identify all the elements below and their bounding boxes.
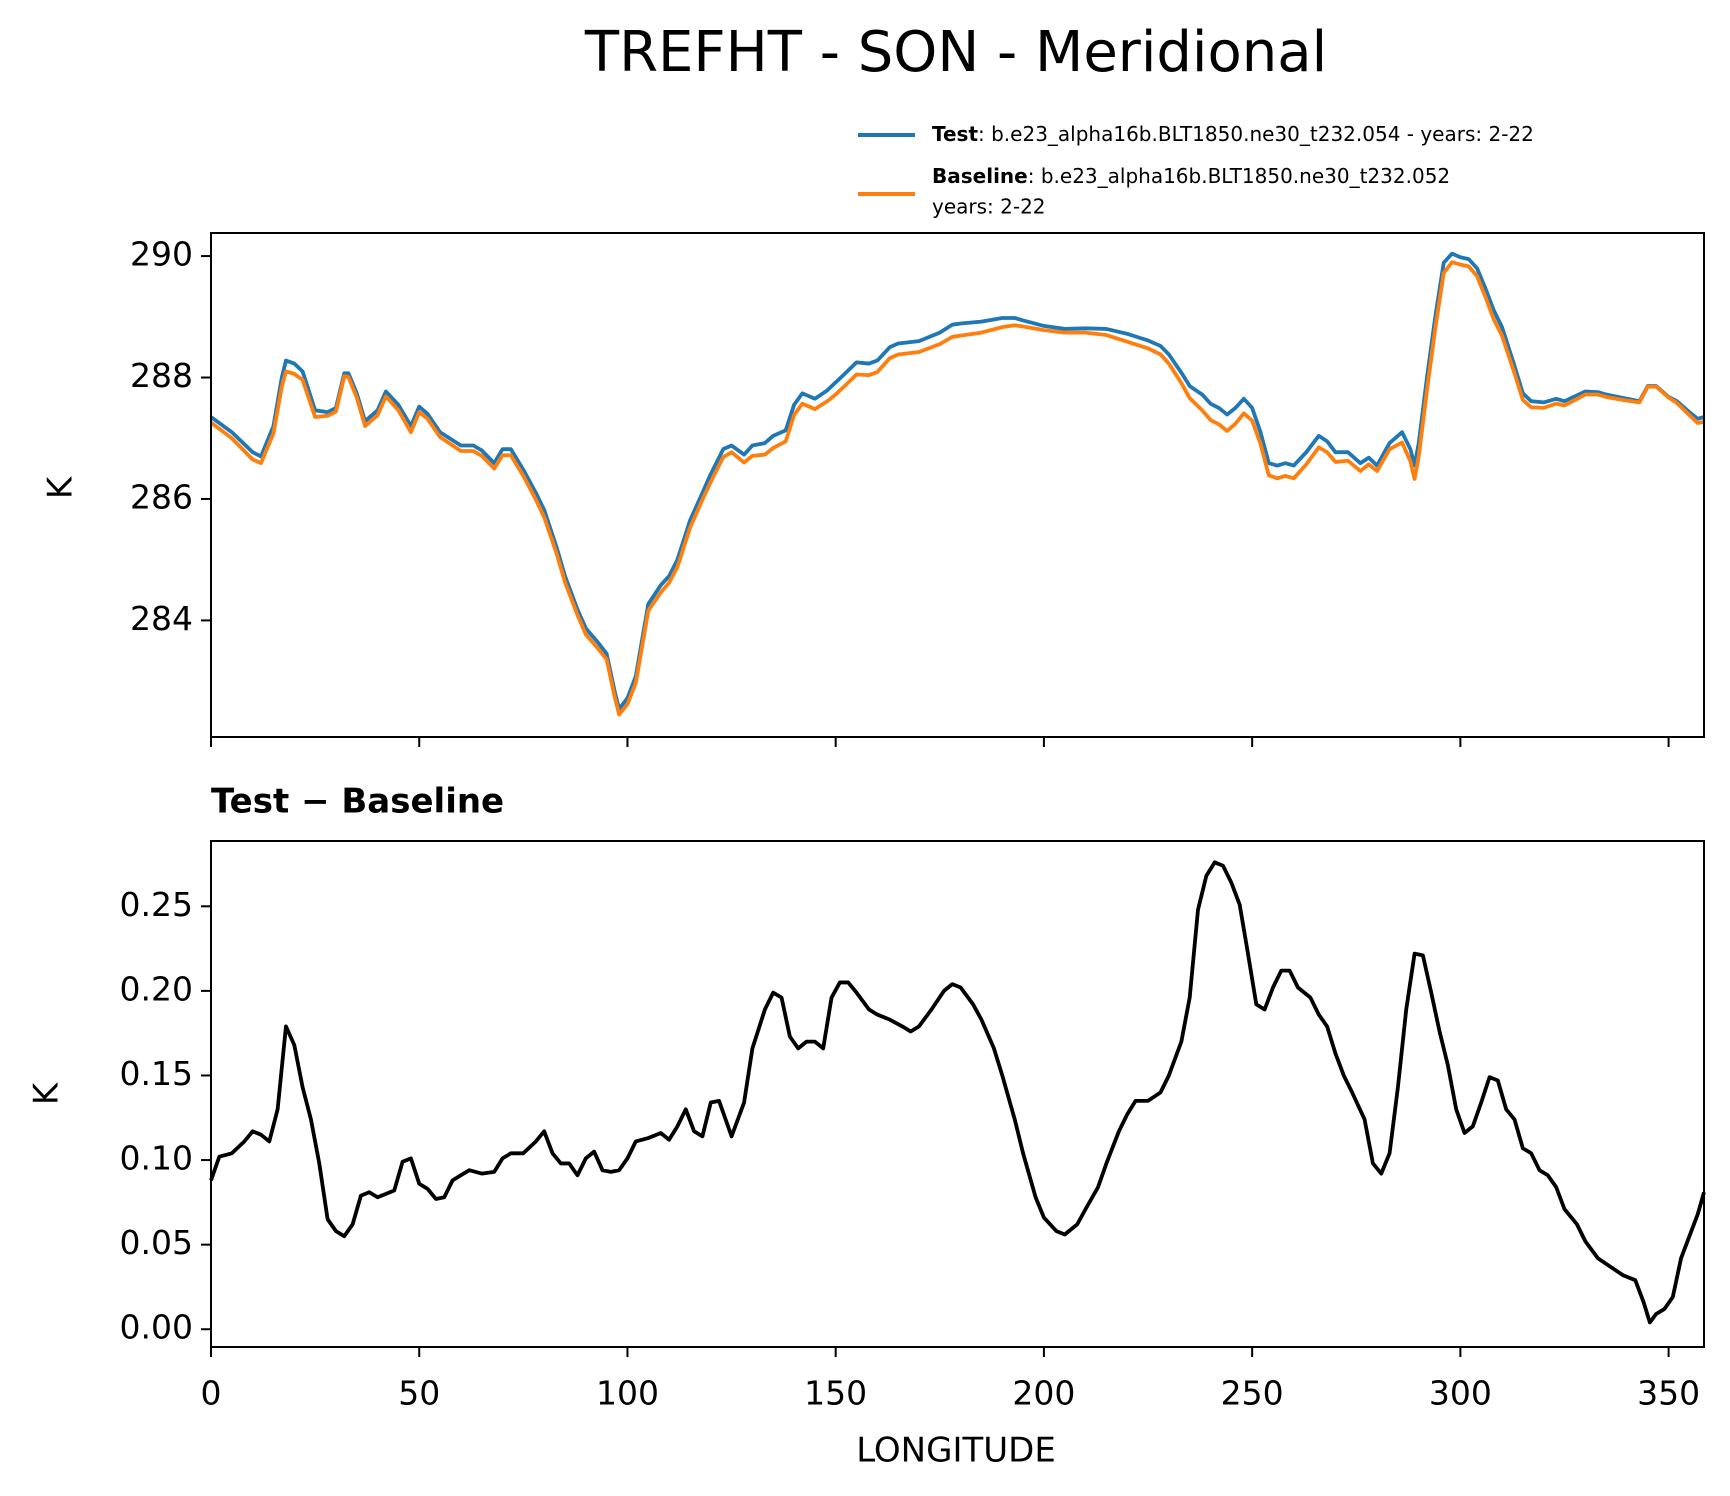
x-axis-label: LONGITUDE xyxy=(856,1431,1056,1471)
legend-description: : b.e23_alpha16b.BLT1850.ne30_t232.054 -… xyxy=(978,122,1534,146)
legend-label: Test: b.e23_alpha16b.BLT1850.ne30_t232.0… xyxy=(932,122,1534,146)
data-line xyxy=(209,251,1705,711)
legend-label: years: 2-22 xyxy=(932,195,1046,219)
y-tick-label: 288 xyxy=(130,356,193,395)
plot-frame xyxy=(210,232,1705,738)
x-tick-label: 200 xyxy=(1012,1374,1075,1413)
data-line xyxy=(209,860,1706,1325)
x-tick-label: 350 xyxy=(1637,1374,1700,1413)
y-tick-label: 0.05 xyxy=(120,1223,193,1262)
x-tick-label: 150 xyxy=(804,1374,867,1413)
y-tick-label: 286 xyxy=(130,477,193,516)
plot-frame xyxy=(210,840,1705,1348)
y-tick-label: 0.10 xyxy=(120,1139,193,1178)
y-tick-label: 284 xyxy=(130,599,193,638)
chart-title: TREFHT - SON - Meridional xyxy=(584,20,1327,85)
x-tick-label: 300 xyxy=(1429,1374,1492,1413)
legend-description: : b.e23_alpha16b.BLT1850.ne30_t232.052 xyxy=(1028,164,1450,188)
y-tick-label: 0.00 xyxy=(120,1308,193,1347)
data-line xyxy=(209,260,1705,717)
y-axis-label: K xyxy=(27,1081,67,1105)
x-tick-label: 50 xyxy=(398,1374,440,1413)
x-tick-label: 250 xyxy=(1221,1374,1284,1413)
y-axis-label: K xyxy=(41,475,81,499)
y-tick-label: 290 xyxy=(130,235,193,274)
y-tick-label: 0.20 xyxy=(120,969,193,1008)
subplot-title: Test − Baseline xyxy=(211,782,504,822)
x-tick-label: 0 xyxy=(201,1374,222,1413)
legend-name: Test xyxy=(932,122,978,146)
legend-label: Baseline: b.e23_alpha16b.BLT1850.ne30_t2… xyxy=(932,164,1450,188)
y-tick-label: 0.25 xyxy=(120,885,193,924)
legend-name: Baseline xyxy=(932,164,1028,188)
x-tick-label: 100 xyxy=(596,1374,659,1413)
y-tick-label: 0.15 xyxy=(120,1054,193,1093)
